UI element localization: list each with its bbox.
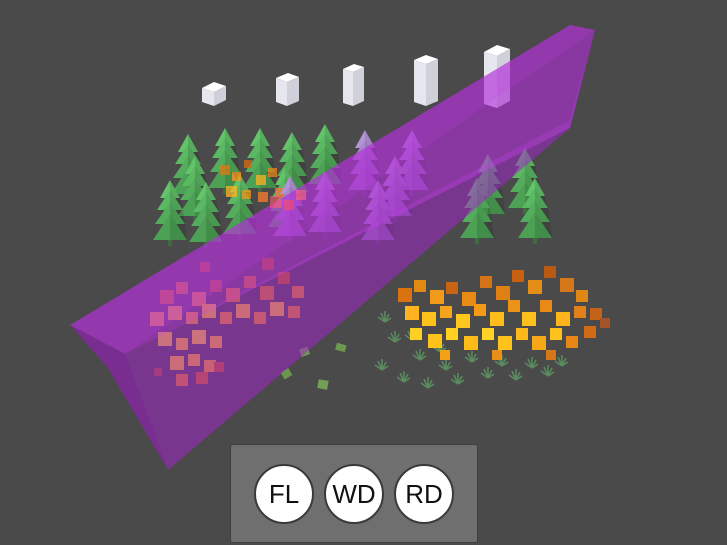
white-block (276, 73, 299, 106)
white-block (343, 64, 364, 106)
rd-button[interactable]: RD (394, 464, 454, 524)
wd-button[interactable]: WD (324, 464, 384, 524)
fl-button[interactable]: FL (254, 464, 314, 524)
magenta-volume (70, 25, 595, 470)
tool-panel: FL WD RD (231, 445, 477, 542)
white-block (202, 82, 226, 106)
fire-glow (270, 190, 306, 210)
white-block (414, 55, 438, 106)
fire-patch-right (398, 266, 610, 360)
